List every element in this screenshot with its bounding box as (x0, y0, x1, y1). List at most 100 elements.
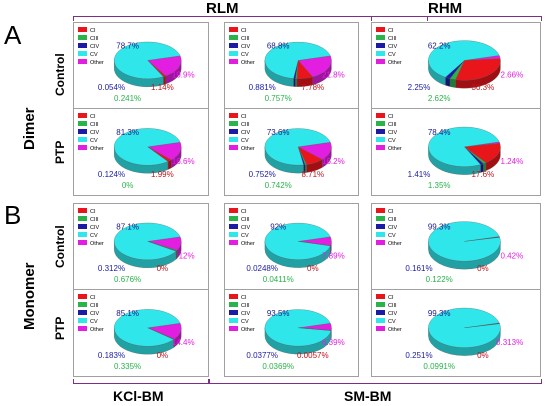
legend-swatch-ciii (376, 216, 385, 221)
legend-label-cv: CV (241, 138, 249, 144)
pie-panel-monomer-ptp-kcl: CI CIII CIV CV Other 0% 0.335% 0.183% 85.1% 14.4% (73, 289, 209, 377)
pie-value-label-other: 0.313% (496, 338, 523, 347)
legend-label-ciii: CIII (241, 217, 250, 223)
pie-value-label-other: 16.6% (172, 157, 195, 166)
pie-chart-dimer-control-sm: CI CIII CIV CV Other 7.78% 0.757% 0.881% 68.8% 21… (229, 27, 345, 103)
pie-slice-ci (455, 58, 501, 81)
legend-label-cv: CV (241, 233, 249, 239)
pie-slice-cv (264, 128, 331, 166)
legend-label-civ: CIV (241, 225, 251, 231)
pie-slice-cv (264, 41, 331, 79)
pie-panel-dimer-control-kcl: CI CIII CIV CV Other 1.14% 0.241% 0.054% 78.7% 19… (73, 22, 209, 109)
pie-value-label-other: 16.2% (322, 157, 345, 166)
pie-value-label-cv: 87.1% (116, 223, 139, 232)
pie-value-label-ciii: 0% (122, 181, 134, 190)
pie-value-label-ciii: 0.0411% (263, 275, 294, 284)
pie-panel-monomer-control-sm: CI CIII CIV CV Other 0% 0.0411% 0.0248% 92% 7.89% (224, 203, 359, 290)
legend-label-ciii: CIII (90, 36, 99, 42)
legend-swatch-ciii (376, 302, 385, 307)
legend-label-ciii: CIII (388, 36, 397, 42)
legend-swatch-ci (229, 208, 238, 213)
legend-swatch-ciii (78, 121, 87, 126)
pie-value-label-civ: 0.124% (98, 170, 125, 179)
pie-panel-monomer-control-rhm: CI CIII CIV CV Other 0% 0.122% 0.161% 99.3% 0.42% (371, 203, 541, 290)
legend-label-ciii: CIII (241, 303, 250, 309)
legend-swatch-ci (78, 208, 87, 213)
legend-swatch-ci (376, 294, 385, 299)
pie-value-label-ci: 0% (157, 264, 169, 273)
legend-label-cv: CV (90, 138, 98, 144)
legend-swatch-other (376, 240, 385, 245)
legend-label-cv: CV (241, 319, 249, 325)
pie-panel-dimer-control-rhm: CI CIII CIV CV Other 30.3% 2.62% 2.25% 62.2% 2.66… (371, 22, 541, 109)
legend-swatch-civ (376, 224, 385, 229)
legend-label-civ: CIV (90, 44, 100, 50)
legend-swatch-ciii (229, 216, 238, 221)
pie-slice-other (147, 236, 182, 251)
pie-value-label-ci: 0% (307, 264, 319, 273)
legend-swatch-ci (78, 113, 87, 118)
pie-slice-cv (114, 128, 181, 166)
legend-swatch-cv (229, 137, 238, 142)
legend-label-other: Other (90, 327, 104, 333)
pie-value-label-civ: 0.161% (405, 264, 432, 273)
pie-value-label-ciii: 0.0991% (423, 362, 455, 371)
pie-slice-cv (264, 222, 331, 260)
pie-value-label-other: 2.66% (501, 70, 524, 79)
legend-label-other: Other (90, 241, 104, 247)
legend-swatch-cv (229, 51, 238, 56)
pie-value-label-other: 19.9% (172, 70, 195, 79)
legend-label-civ: CIV (388, 44, 398, 50)
pie-chart-monomer-control-kcl: CI CIII CIV CV Other 0% 0.676% 0.312% 87.1% 12% (78, 208, 195, 284)
legend-swatch-civ (376, 310, 385, 315)
pie-value-label-civ: 0.752% (249, 170, 276, 179)
legend-label-civ: CIV (90, 311, 100, 317)
legend-label-other: Other (241, 146, 255, 152)
legend-swatch-cv (229, 232, 238, 237)
legend-swatch-cv (78, 137, 87, 142)
pie-value-label-ciii: 0.742% (265, 181, 292, 190)
pie-slice-cv (114, 309, 181, 347)
legend-label-ciii: CIII (388, 303, 397, 309)
legend-label-cv: CV (388, 52, 396, 58)
legend-label-other: Other (241, 327, 255, 333)
pie-value-label-other: 6.39% (322, 338, 345, 347)
legend-swatch-ciii (229, 121, 238, 126)
legend-label-ciii: CIII (90, 303, 99, 309)
legend-swatch-ci (376, 113, 385, 118)
legend-label-ciii: CIII (90, 122, 99, 128)
legend-label-civ: CIV (90, 130, 100, 136)
pie-panel-monomer-control-kcl: CI CIII CIV CV Other 0% 0.676% 0.312% 87.1% 12% (73, 203, 209, 290)
legend-swatch-cv (78, 318, 87, 323)
legend-swatch-other (78, 145, 87, 150)
row-label-monomer-control: Control (53, 225, 67, 268)
legend-swatch-ciii (78, 35, 87, 40)
legend-swatch-cv (376, 318, 385, 323)
pie-value-label-ci: 0% (477, 264, 489, 273)
pie-value-label-other: 1.24% (501, 157, 524, 166)
pie-value-label-ciii: 2.62% (428, 94, 451, 103)
legend-swatch-ciii (376, 35, 385, 40)
legend-swatch-ci (229, 294, 238, 299)
legend-label-ci: CI (388, 209, 394, 215)
legend-swatch-ciii (229, 35, 238, 40)
pie-slice-cv (114, 222, 181, 260)
legend-swatch-civ (376, 129, 385, 134)
legend-label-ci: CI (388, 295, 394, 301)
legend-label-other: Other (90, 146, 104, 152)
legend-label-civ: CIV (241, 130, 251, 136)
pie-panel-monomer-ptp-sm: CI CIII CIV CV Other 0.0057% 0.0369% 0.0377% 93.… (224, 289, 359, 377)
footer-sm-bm: SM-BM (344, 388, 392, 404)
legend-swatch-ciii (78, 302, 87, 307)
legend-label-other: Other (90, 60, 104, 66)
legend-label-ci: CI (90, 209, 96, 215)
bottom-bracket-sm (209, 379, 542, 384)
legend-label-civ: CIV (388, 225, 398, 231)
pie-slice-other (298, 323, 332, 331)
legend-label-other: Other (388, 60, 402, 66)
pie-value-label-other: 7.89% (322, 251, 345, 260)
pie-chart-dimer-ptp-sm: CI CIII CIV CV Other 8.71% 0.742% 0.752% 73.6% 16… (229, 113, 345, 190)
pie-slice-cv (428, 221, 501, 262)
legend-swatch-other (78, 240, 87, 245)
legend-swatch-ci (78, 27, 87, 32)
